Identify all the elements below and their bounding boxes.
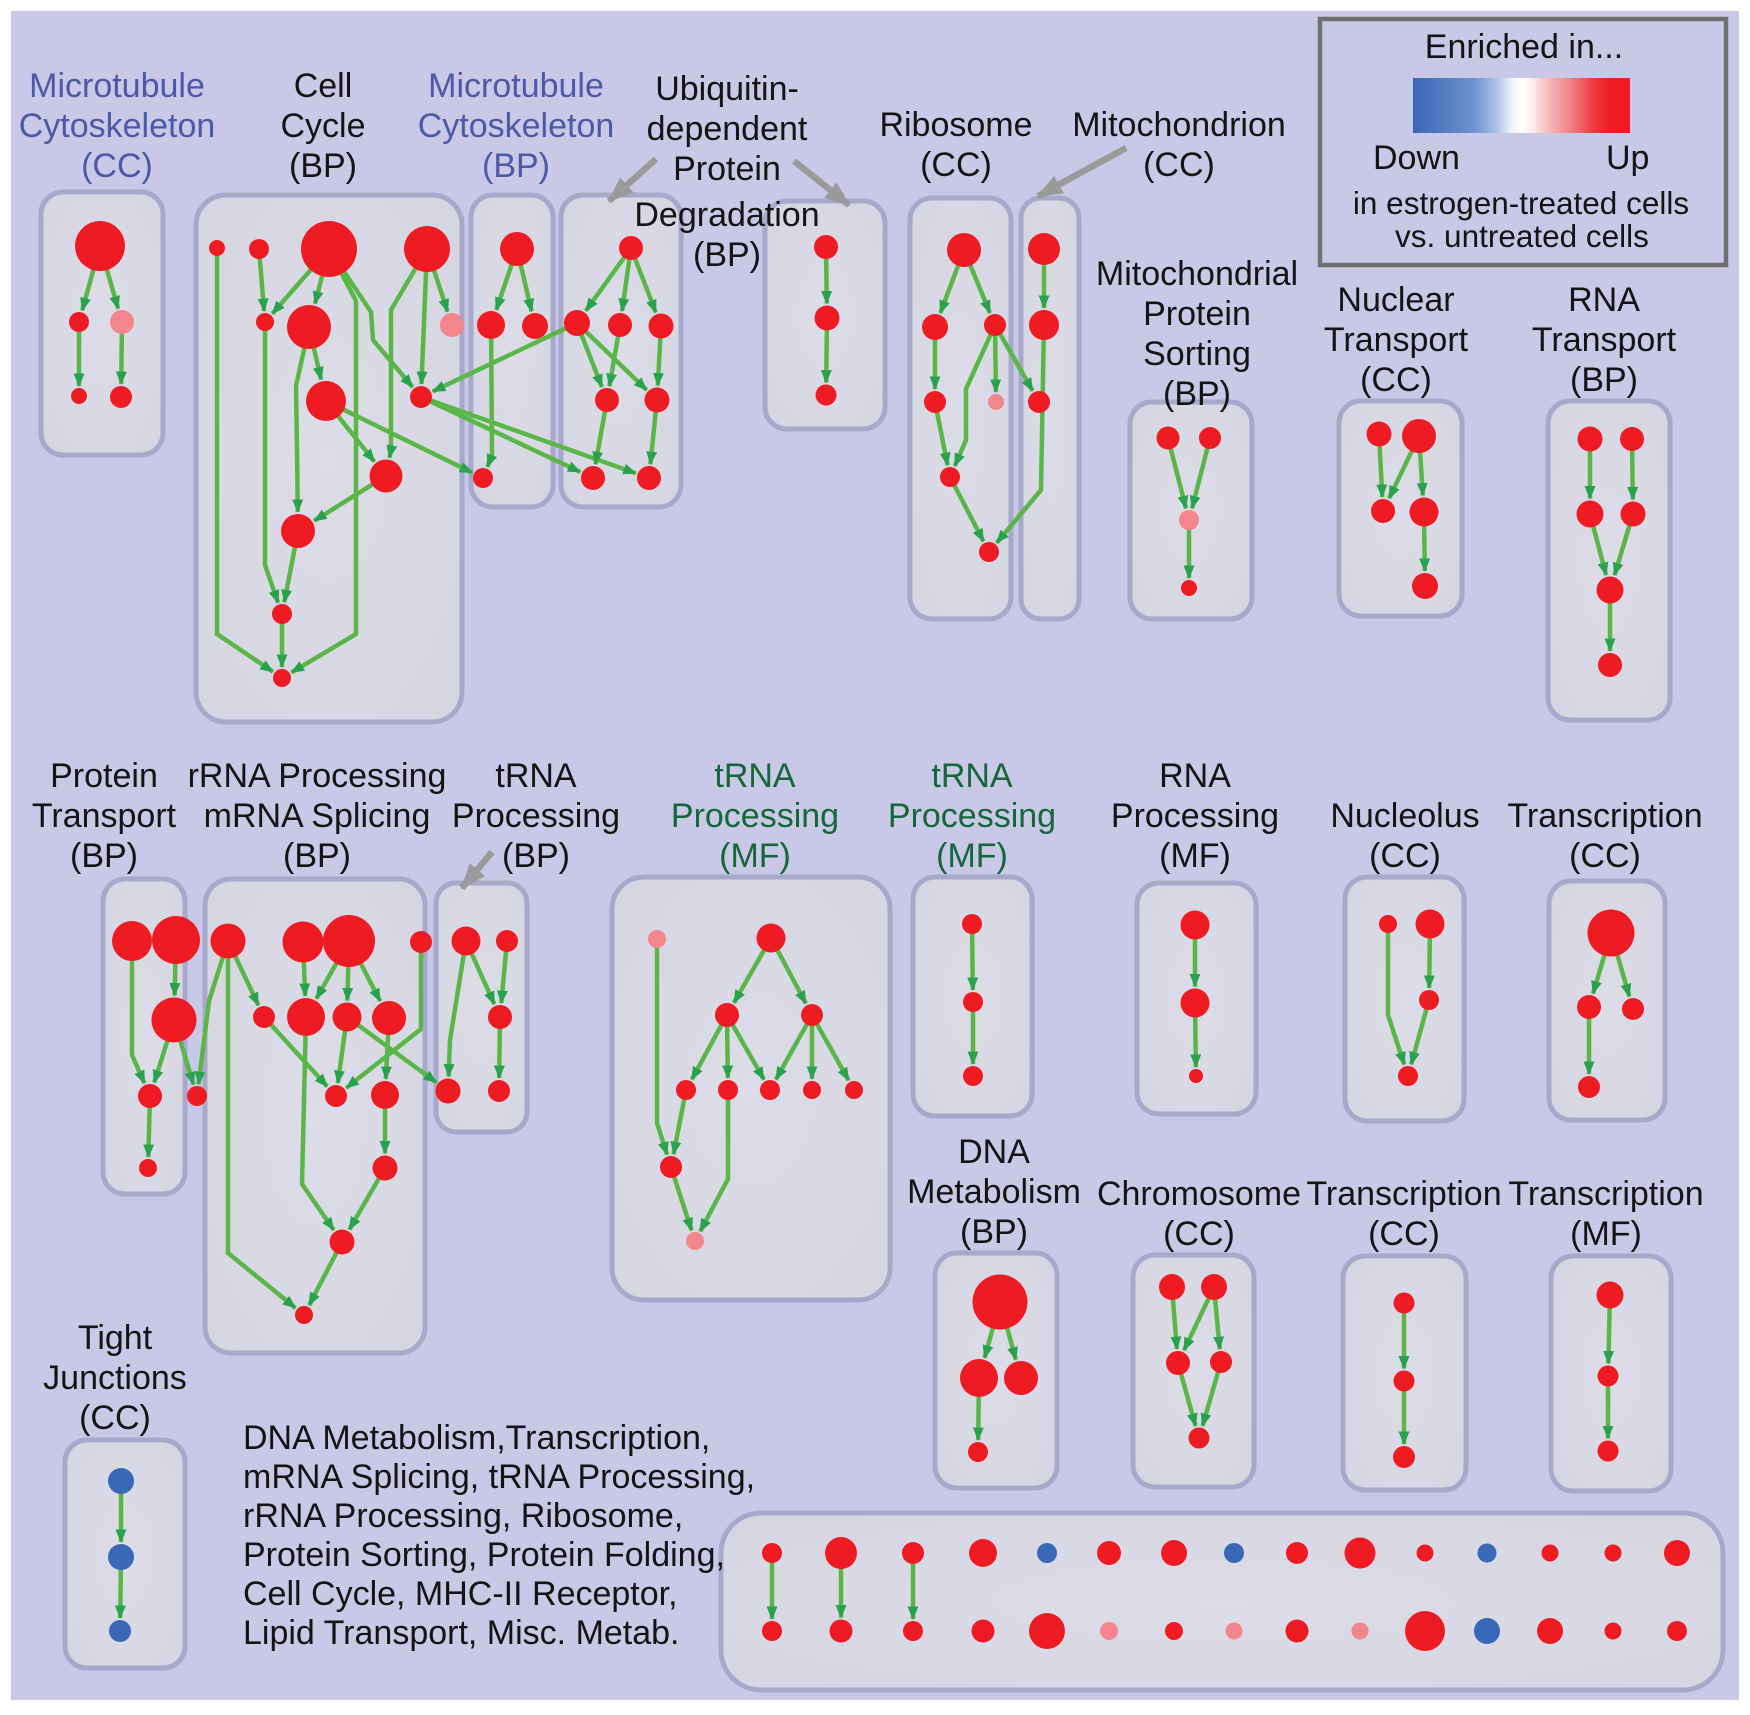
svg-text:Transport: Transport — [1532, 321, 1677, 359]
svg-text:Microtubule: Microtubule — [428, 67, 604, 105]
svg-text:Transcription: Transcription — [1508, 1175, 1703, 1213]
svg-text:RNA: RNA — [1568, 281, 1640, 319]
svg-text:(CC): (CC) — [79, 1399, 151, 1437]
svg-text:(CC): (CC) — [1163, 1215, 1235, 1253]
svg-text:tRNA: tRNA — [495, 757, 577, 795]
svg-text:(CC): (CC) — [81, 147, 153, 185]
svg-text:Up: Up — [1606, 139, 1649, 177]
svg-text:Cell Cycle, MHC-II Receptor,: Cell Cycle, MHC-II Receptor, — [243, 1575, 678, 1613]
svg-text:Mitochondrion: Mitochondrion — [1072, 106, 1286, 144]
svg-text:Protein: Protein — [673, 150, 781, 188]
svg-text:dependent: dependent — [647, 110, 808, 148]
svg-text:Processing: Processing — [452, 797, 620, 835]
svg-text:(BP): (BP) — [502, 837, 570, 875]
svg-text:Protein: Protein — [50, 757, 158, 795]
svg-text:mRNA Splicing, tRNA Processing: mRNA Splicing, tRNA Processing, — [243, 1458, 755, 1496]
svg-text:Processing: Processing — [1111, 797, 1279, 835]
svg-text:(BP): (BP) — [482, 147, 550, 185]
svg-text:Protein Sorting, Protein Foldi: Protein Sorting, Protein Folding, — [243, 1536, 725, 1574]
svg-text:(CC): (CC) — [1369, 837, 1441, 875]
svg-text:Transcription: Transcription — [1306, 1175, 1501, 1213]
svg-text:(MF): (MF) — [1159, 837, 1231, 875]
svg-text:mRNA Splicing: mRNA Splicing — [204, 797, 431, 835]
svg-text:(CC): (CC) — [920, 146, 992, 184]
svg-text:tRNA: tRNA — [714, 757, 796, 795]
svg-text:(MF): (MF) — [719, 837, 791, 875]
svg-text:tRNA: tRNA — [931, 757, 1013, 795]
svg-text:Transport: Transport — [32, 797, 177, 835]
svg-text:(CC): (CC) — [1360, 361, 1432, 399]
svg-text:Cytoskeleton: Cytoskeleton — [418, 107, 615, 145]
svg-text:Transcription: Transcription — [1507, 797, 1702, 835]
svg-text:rRNA Processing: rRNA Processing — [188, 757, 447, 795]
svg-text:(BP): (BP) — [960, 1213, 1028, 1251]
svg-text:(BP): (BP) — [693, 236, 761, 274]
svg-text:Nucleolus: Nucleolus — [1330, 797, 1479, 835]
svg-text:Ribosome: Ribosome — [879, 106, 1032, 144]
svg-text:in estrogen-treated cells: in estrogen-treated cells — [1353, 185, 1689, 221]
svg-text:Processing: Processing — [671, 797, 839, 835]
svg-text:Protein: Protein — [1143, 295, 1251, 333]
svg-text:Metabolism: Metabolism — [907, 1173, 1081, 1211]
svg-text:Degradation: Degradation — [634, 196, 819, 234]
svg-text:(BP): (BP) — [1163, 375, 1231, 413]
svg-text:(BP): (BP) — [289, 147, 357, 185]
svg-text:DNA Metabolism,Transcription,: DNA Metabolism,Transcription, — [243, 1419, 710, 1457]
svg-text:Cycle: Cycle — [280, 107, 365, 145]
svg-text:(CC): (CC) — [1569, 837, 1641, 875]
svg-text:DNA: DNA — [958, 1133, 1030, 1171]
svg-text:(CC): (CC) — [1143, 146, 1215, 184]
svg-text:Lipid Transport, Misc. Metab.: Lipid Transport, Misc. Metab. — [243, 1614, 680, 1652]
svg-text:Down: Down — [1373, 139, 1460, 177]
svg-text:Ubiquitin-: Ubiquitin- — [655, 70, 799, 108]
svg-text:(MF): (MF) — [1570, 1215, 1642, 1253]
svg-text:Mitochondrial: Mitochondrial — [1096, 255, 1298, 293]
svg-text:Cytoskeleton: Cytoskeleton — [19, 107, 216, 145]
svg-text:(MF): (MF) — [936, 837, 1008, 875]
svg-text:Chromosome: Chromosome — [1097, 1175, 1301, 1213]
svg-text:Cell: Cell — [294, 67, 353, 105]
svg-text:(BP): (BP) — [283, 837, 351, 875]
svg-text:Enriched in...: Enriched in... — [1425, 28, 1623, 66]
svg-text:(CC): (CC) — [1368, 1215, 1440, 1253]
svg-text:Sorting: Sorting — [1143, 335, 1251, 373]
svg-text:Nuclear: Nuclear — [1337, 281, 1454, 319]
svg-text:rRNA Processing, Ribosome,: rRNA Processing, Ribosome, — [243, 1497, 683, 1535]
svg-text:(BP): (BP) — [1570, 361, 1638, 399]
svg-text:Junctions: Junctions — [43, 1359, 187, 1397]
svg-text:Microtubule: Microtubule — [29, 67, 205, 105]
svg-text:vs. untreated cells: vs. untreated cells — [1395, 218, 1649, 254]
svg-text:Processing: Processing — [888, 797, 1056, 835]
svg-text:RNA: RNA — [1159, 757, 1231, 795]
svg-text:(BP): (BP) — [70, 837, 138, 875]
svg-text:Transport: Transport — [1324, 321, 1469, 359]
svg-text:Tight: Tight — [78, 1319, 153, 1357]
